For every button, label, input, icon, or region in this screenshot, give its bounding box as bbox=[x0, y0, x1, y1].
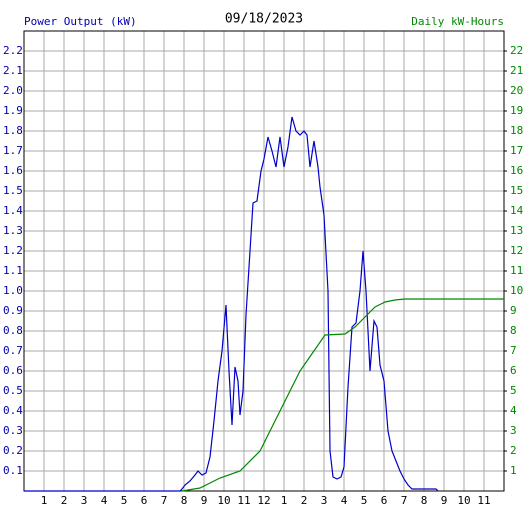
x-tick-label: 6 bbox=[141, 494, 148, 507]
y-tick-label: 0.1 bbox=[3, 464, 23, 477]
x-tick-label: 7 bbox=[161, 494, 168, 507]
y-tick-label: 2.1 bbox=[3, 64, 23, 77]
y2-tick-label: 13 bbox=[510, 224, 523, 237]
y-tick-label: 0.2 bbox=[3, 444, 23, 457]
y-tick-label: 1.5 bbox=[3, 184, 23, 197]
y-tick-label: 2.0 bbox=[3, 84, 23, 97]
y-tick-label: 1.8 bbox=[3, 124, 23, 137]
y-tick-label: 0.7 bbox=[3, 344, 23, 357]
x-tick-label: 9 bbox=[201, 494, 208, 507]
x-tick-label: 3 bbox=[321, 494, 328, 507]
y-tick-label: 1.6 bbox=[3, 164, 23, 177]
x-tick-label: 2 bbox=[61, 494, 68, 507]
y2-tick-label: 17 bbox=[510, 144, 523, 157]
x-tick-label: 1 bbox=[281, 494, 288, 507]
x-tick-label: 9 bbox=[441, 494, 448, 507]
y2-tick-label: 8 bbox=[510, 324, 517, 337]
x-tick-label: 11 bbox=[237, 494, 250, 507]
y2-tick-label: 15 bbox=[510, 184, 523, 197]
y2-tick-label: 12 bbox=[510, 244, 523, 257]
y-tick-label: 1.7 bbox=[3, 144, 23, 157]
y2-tick-label: 20 bbox=[510, 84, 523, 97]
y-tick-label: 2.2 bbox=[3, 44, 23, 57]
y-tick-label: 1.9 bbox=[3, 104, 23, 117]
data-line bbox=[181, 298, 504, 492]
x-tick-label: 2 bbox=[301, 494, 308, 507]
x-tick-label: 6 bbox=[381, 494, 388, 507]
y-tick-label: 1.4 bbox=[3, 204, 23, 217]
x-tick-label: 4 bbox=[341, 494, 348, 507]
y2-tick-label: 10 bbox=[510, 284, 523, 297]
y2-tick-label: 19 bbox=[510, 104, 523, 117]
y-tick-label: 0.3 bbox=[3, 424, 23, 437]
y2-tick-label: 3 bbox=[510, 424, 517, 437]
x-tick-label: 12 bbox=[257, 494, 270, 507]
y-tick-label: 1.1 bbox=[3, 264, 23, 277]
data-line bbox=[24, 116, 439, 492]
y2-tick-label: 11 bbox=[510, 264, 523, 277]
x-tick-label: 1 bbox=[41, 494, 48, 507]
y2-tick-label: 18 bbox=[510, 124, 523, 137]
y-tick-label: 0.5 bbox=[3, 384, 23, 397]
y2-tick-label: 14 bbox=[510, 204, 524, 217]
y2-tick-label: 2 bbox=[510, 444, 517, 457]
y-tick-label: 1.3 bbox=[3, 224, 23, 237]
y2-tick-label: 4 bbox=[510, 404, 517, 417]
x-tick-label: 8 bbox=[421, 494, 428, 507]
x-tick-label: 4 bbox=[101, 494, 108, 507]
y2-tick-label: 21 bbox=[510, 64, 523, 77]
y-tick-label: 1.2 bbox=[3, 244, 23, 257]
y2-tick-label: 9 bbox=[510, 304, 517, 317]
x-tick-label: 11 bbox=[477, 494, 490, 507]
y-tick-label: 1.0 bbox=[3, 284, 23, 297]
x-tick-label: 8 bbox=[181, 494, 188, 507]
chart-title: 09/18/2023 bbox=[225, 12, 303, 27]
x-tick-label: 10 bbox=[217, 494, 230, 507]
y-tick-label: 0.6 bbox=[3, 364, 23, 377]
y2-tick-label: 1 bbox=[510, 464, 517, 477]
y2-tick-label: 16 bbox=[510, 164, 523, 177]
plot-border bbox=[23, 30, 505, 492]
y2-tick-label: 6 bbox=[510, 364, 517, 377]
y-tick-label: 0.4 bbox=[3, 404, 23, 417]
y2-tick-label: 7 bbox=[510, 344, 517, 357]
y-tick-label: 0.8 bbox=[3, 324, 23, 337]
x-tick-label: 5 bbox=[361, 494, 368, 507]
y2-tick-label: 22 bbox=[510, 44, 523, 57]
y-tick-label: 0.9 bbox=[3, 304, 23, 317]
x-tick-label: 5 bbox=[121, 494, 128, 507]
y-axis-title: Power Output (kW) bbox=[24, 15, 137, 28]
x-tick-label: 3 bbox=[81, 494, 88, 507]
y2-tick-label: 5 bbox=[510, 384, 517, 397]
x-tick-label: 7 bbox=[401, 494, 408, 507]
y2-axis-title: Daily kW-Hours bbox=[411, 15, 504, 28]
x-tick-label: 10 bbox=[457, 494, 470, 507]
